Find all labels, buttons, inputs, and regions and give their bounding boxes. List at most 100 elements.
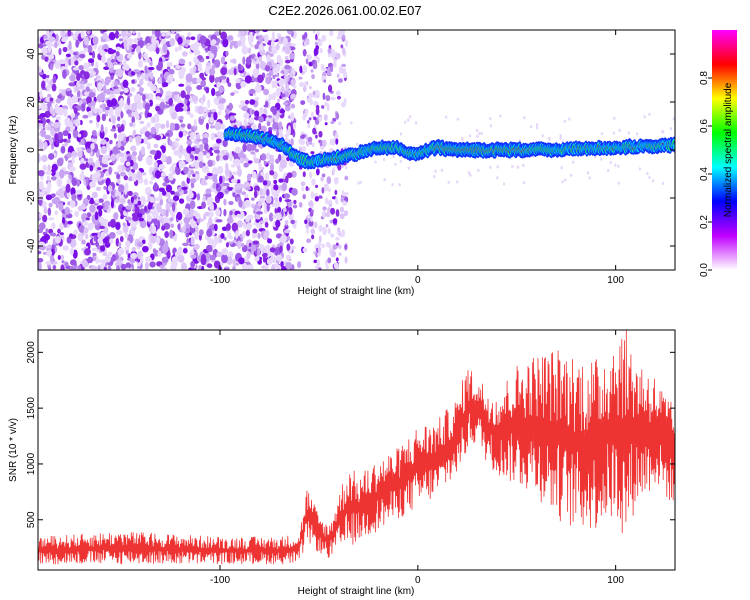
noise-speckle (197, 55, 203, 60)
noise-speckle (147, 192, 151, 202)
noise-speckle (124, 103, 128, 112)
noise-speckle (95, 159, 100, 167)
noise-speckle (281, 96, 287, 101)
noise-speckle (150, 126, 156, 135)
noise-speckle (38, 228, 44, 234)
noise-speckle (90, 197, 94, 204)
noise-speckle (60, 254, 65, 261)
noise-speckle (337, 78, 343, 83)
noise-speckle (220, 123, 225, 130)
noise-speckle (119, 38, 124, 42)
noise-speckle (149, 149, 157, 155)
noise-speckle (76, 89, 81, 98)
noise-speckle (195, 212, 201, 220)
noise-speckle (269, 170, 275, 176)
noise-speckle (266, 121, 271, 127)
noise-speckle (202, 136, 209, 145)
noise-speckle (308, 86, 312, 90)
noise-speckle (106, 88, 111, 95)
noise-speckle (99, 129, 105, 139)
noise-speckle (274, 200, 281, 209)
noise-speckle (280, 260, 284, 268)
noise-speckle (116, 173, 121, 180)
noise-speckle (194, 231, 200, 240)
noise-speckle (343, 210, 349, 217)
noise-speckle (142, 245, 149, 253)
noise-speckle (250, 151, 256, 155)
noise-speckle (42, 49, 48, 55)
noise-speckle (120, 171, 126, 177)
noise-speckle (255, 215, 261, 220)
noise-speckle (232, 58, 237, 65)
noise-speckle (133, 94, 139, 104)
noise-speckle (127, 202, 135, 206)
noise-speckle (186, 32, 192, 37)
noise-speckle (284, 104, 291, 112)
noise-speckle (263, 231, 269, 241)
noise-speckle (54, 41, 58, 49)
noise-speckle (161, 190, 167, 196)
noise-speckle (62, 46, 68, 53)
noise-speckle (89, 164, 94, 172)
noise-speckle (600, 132, 604, 136)
noise-speckle (310, 111, 314, 119)
noise-speckle (45, 194, 53, 201)
noise-speckle (155, 105, 161, 112)
noise-speckle (133, 37, 139, 44)
noise-speckle (617, 181, 620, 185)
noise-speckle (45, 170, 53, 175)
noise-speckle (45, 228, 49, 233)
noise-speckle (238, 104, 244, 109)
noise-speckle (103, 200, 111, 207)
noise-speckle (131, 246, 137, 252)
noise-speckle (171, 106, 176, 111)
noise-speckle (284, 199, 292, 203)
noise-speckle (153, 143, 159, 149)
noise-speckle (327, 188, 331, 192)
noise-speckle (306, 238, 312, 244)
noise-speckle (177, 36, 183, 45)
noise-speckle (83, 36, 88, 46)
snr-y-tick-label-2: 1500 (26, 397, 37, 420)
noise-speckle (54, 235, 61, 244)
noise-speckle (329, 138, 334, 146)
noise-speckle (214, 121, 222, 131)
noise-speckle (229, 210, 233, 216)
noise-speckle (173, 94, 178, 102)
noise-speckle (274, 69, 279, 76)
noise-speckle (118, 33, 122, 37)
noise-speckle (284, 56, 289, 60)
noise-speckle (43, 233, 51, 241)
noise-speckle (209, 73, 215, 83)
noise-speckle (49, 63, 54, 71)
noise-speckle (166, 95, 171, 100)
noise-speckle (208, 217, 213, 226)
noise-speckle (286, 243, 291, 251)
noise-speckle (214, 237, 220, 245)
noise-speckle (42, 251, 48, 256)
noise-speckle (433, 174, 436, 179)
noise-speckle (315, 33, 318, 41)
noise-speckle (272, 92, 277, 101)
noise-speckle (489, 165, 492, 170)
noise-speckle (98, 198, 104, 203)
noise-speckle (79, 119, 83, 126)
noise-speckle (344, 175, 349, 181)
noise-speckle (132, 215, 139, 222)
noise-speckle (91, 130, 97, 137)
noise-speckle (38, 153, 41, 163)
noise-speckle (227, 231, 232, 239)
noise-speckle (91, 232, 98, 237)
noise-speckle (198, 151, 204, 159)
snr-series-line (38, 330, 675, 565)
noise-speckle (69, 259, 77, 266)
noise-speckle (72, 51, 78, 56)
noise-speckle (45, 118, 51, 124)
noise-speckle (215, 138, 222, 144)
noise-speckle (382, 157, 386, 162)
noise-speckle (287, 201, 293, 207)
noise-speckle (307, 136, 313, 143)
noise-speckle (188, 267, 193, 270)
noise-speckle (64, 117, 71, 127)
noise-speckle (345, 166, 348, 170)
